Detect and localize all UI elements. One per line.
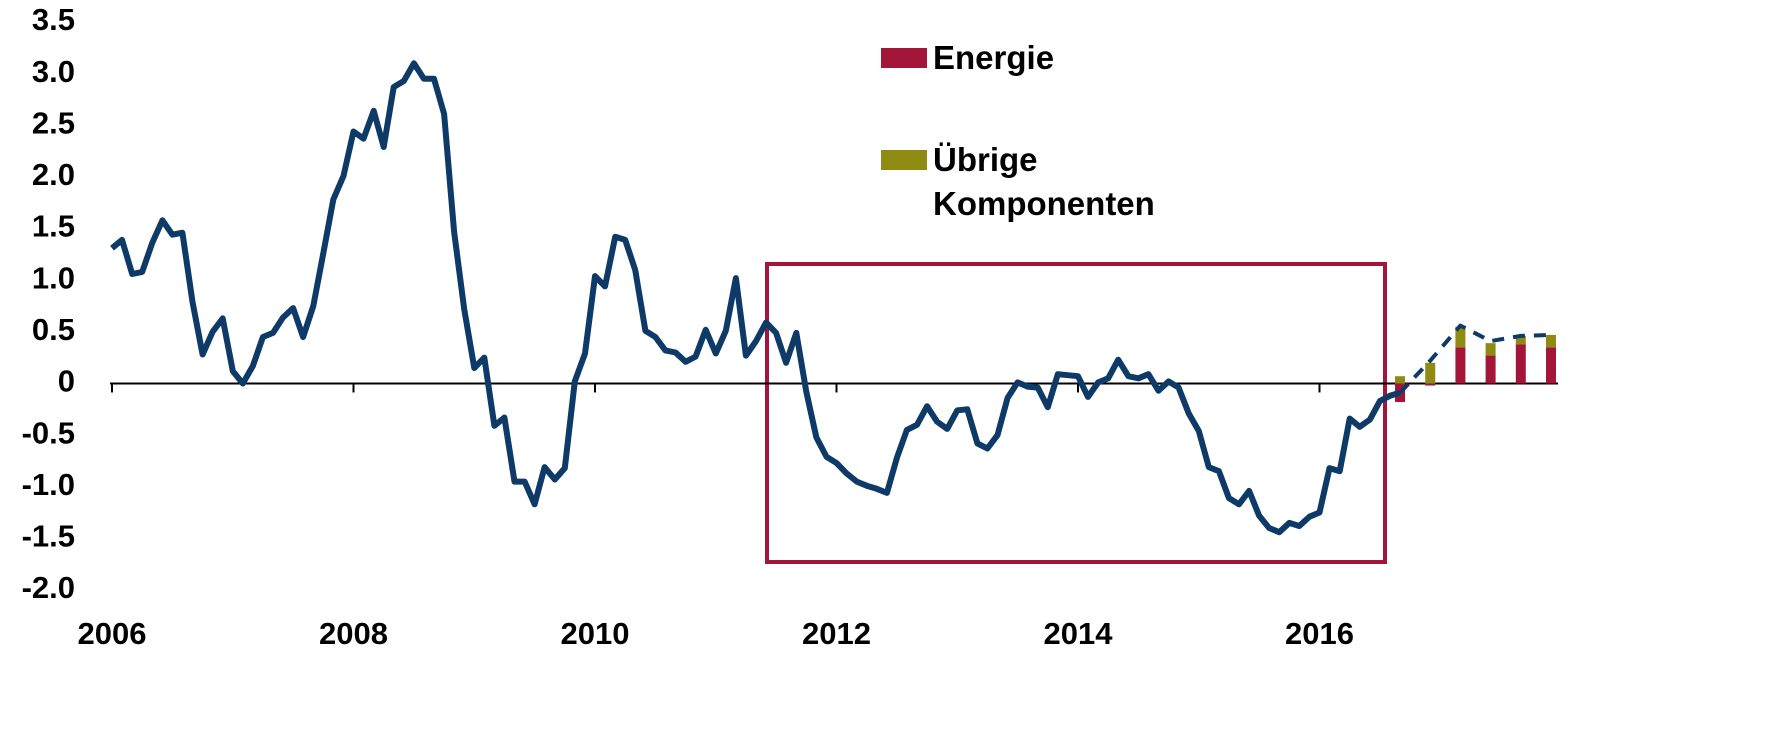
- bar: [1395, 376, 1406, 384]
- bar: [1425, 383, 1436, 386]
- y-tick-label: 1.0: [32, 260, 75, 295]
- bar: [1485, 343, 1496, 356]
- x-tick-label: 2006: [78, 616, 147, 651]
- data-line: [110, 60, 1401, 536]
- y-tick-label: 0.5: [32, 312, 75, 347]
- legend-label: Übrige Komponenten: [933, 141, 1155, 222]
- forecast-line: [1398, 323, 1552, 395]
- legend-label: Energie: [933, 39, 1055, 76]
- y-tick-label: -1.0: [22, 467, 75, 502]
- y-tick-label: 1.5: [32, 209, 75, 244]
- x-tick-label: 2010: [561, 616, 630, 651]
- x-tick-label: 2016: [1285, 616, 1354, 651]
- x-tick-label: 2012: [802, 616, 871, 651]
- y-tick-label: -0.5: [22, 415, 75, 450]
- x-tick-label: 2014: [1044, 616, 1114, 651]
- y-tick-label: 3.5: [32, 2, 75, 37]
- bar: [1455, 347, 1466, 384]
- bar: [1545, 334, 1556, 348]
- bar: [1395, 383, 1406, 403]
- bar: [1425, 362, 1436, 384]
- legend-swatch: [881, 150, 927, 170]
- legend-swatch: [881, 48, 927, 68]
- bar: [1545, 347, 1556, 384]
- y-tick-label: -1.5: [22, 519, 75, 554]
- y-tick-label: 0: [58, 364, 75, 399]
- y-tick-label: 2.0: [32, 157, 75, 192]
- x-tick-label: 2008: [319, 616, 388, 651]
- bar: [1455, 326, 1466, 348]
- bar: [1485, 355, 1496, 384]
- y-tick-label: -2.0: [22, 570, 75, 605]
- y-tick-label: 3.0: [32, 54, 75, 89]
- y-tick-label: 2.5: [32, 105, 75, 140]
- highlight-box: [765, 262, 1387, 564]
- bar: [1515, 344, 1526, 384]
- bar: [1515, 335, 1526, 345]
